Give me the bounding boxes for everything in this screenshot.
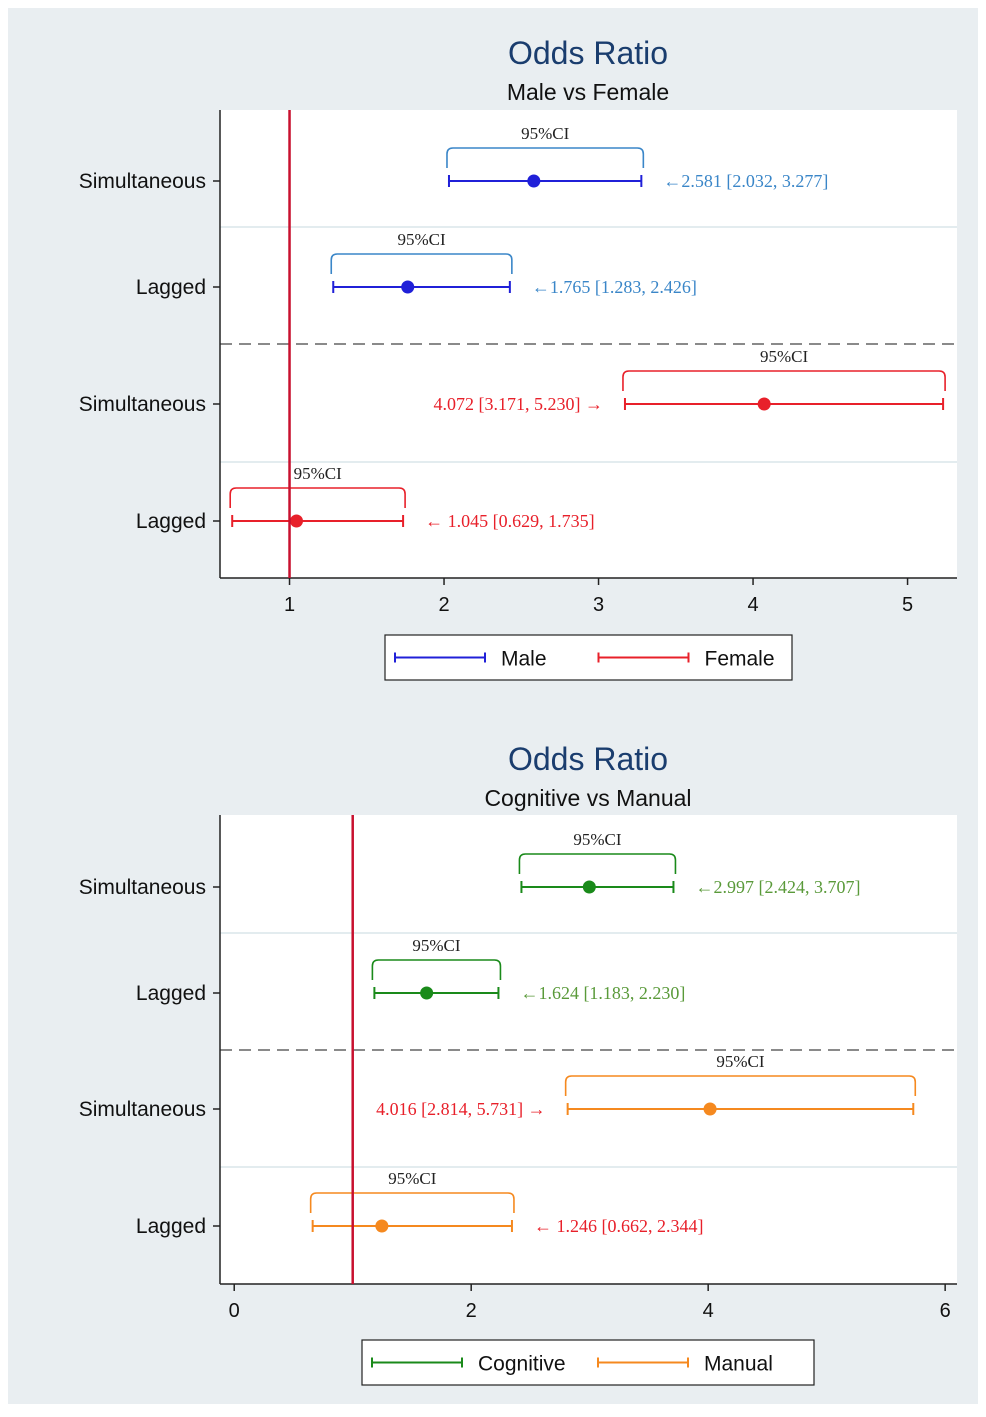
ci-bracket <box>330 253 513 274</box>
ci-row: 95%CI ← 1.246 [0.662, 2.344] <box>309 1169 704 1236</box>
x-tick-label: 4 <box>747 594 758 616</box>
ci-bracket <box>229 487 406 508</box>
ci-bracket <box>564 1075 917 1096</box>
legend: Cognitive Manual <box>361 1339 815 1386</box>
legend-label: Manual <box>704 1353 773 1376</box>
chart-subtitle: Cognitive vs Manual <box>484 785 691 811</box>
legend-label: Female <box>705 648 775 671</box>
chart-1: Odds Ratio Male vs Female Simultaneous Lagg… <box>79 35 957 681</box>
point-estimate-marker <box>401 280 415 294</box>
estimate-label: ← 1.246 [0.662, 2.344] <box>534 1216 704 1236</box>
ci-bracket-label: 95%CI <box>397 230 446 249</box>
x-tick-label: 0 <box>229 1300 240 1322</box>
y-tick-label: Lagged <box>136 510 206 533</box>
x-tick-label: 6 <box>940 1300 951 1322</box>
y-tick-label: Simultaneous <box>79 170 206 193</box>
ci-bracket <box>446 147 645 168</box>
point-estimate-marker <box>420 986 434 1000</box>
ci-row: 95%CI 4.072 [3.171, 5.230] → <box>433 347 946 414</box>
x-tick-label: 1 <box>284 594 295 616</box>
ci-bracket <box>518 853 677 874</box>
estimate-label: ←1.765 [1.283, 2.426] <box>532 277 697 297</box>
x-tick-label: 2 <box>438 594 449 616</box>
x-tick-label: 3 <box>593 594 604 616</box>
point-estimate-marker <box>757 397 771 411</box>
estimate-label: ←1.624 [1.183, 2.230] <box>520 983 685 1003</box>
ci-bracket-label: 95%CI <box>294 464 343 483</box>
legend-item: Cognitive <box>371 1353 566 1376</box>
ci-row: 95%CI ←1.624 [1.183, 2.230] <box>371 936 685 1003</box>
estimate-label: ←2.997 [2.424, 3.707] <box>695 877 860 897</box>
x-tick-label: 5 <box>902 594 913 616</box>
ci-bracket <box>622 370 946 391</box>
chart-subtitle: Male vs Female <box>507 79 669 105</box>
estimate-label: ←2.581 [2.032, 3.277] <box>663 171 828 191</box>
legend-item: Manual <box>597 1353 773 1376</box>
estimate-label: 4.072 [3.171, 5.230] → <box>433 394 603 414</box>
ci-bracket-label: 95%CI <box>521 124 570 143</box>
chart-title: Odds Ratio <box>508 35 668 71</box>
point-estimate-marker <box>527 174 541 188</box>
ci-bracket-label: 95%CI <box>716 1052 765 1071</box>
legend-label: Cognitive <box>478 1353 566 1376</box>
ci-bracket <box>309 1192 515 1213</box>
chart-title: Odds Ratio <box>508 741 668 777</box>
ci-bracket-label: 95%CI <box>760 347 809 366</box>
ci-row: 95%CI 4.016 [2.814, 5.731] → <box>376 1052 917 1119</box>
legend-label: Male <box>501 648 547 671</box>
estimate-label: 4.016 [2.814, 5.731] → <box>376 1099 546 1119</box>
x-tick-label: 4 <box>703 1300 714 1322</box>
chart-2: Odds Ratio Cognitive vs Manual Simultaneou… <box>79 741 957 1386</box>
ci-row: 95%CI ← 1.045 [0.629, 1.735] <box>229 464 595 531</box>
y-tick-label: Lagged <box>136 276 206 299</box>
point-estimate-marker <box>289 514 303 528</box>
legend: Male Female <box>384 634 793 681</box>
ci-bracket-label: 95%CI <box>573 830 622 849</box>
y-tick-label: Lagged <box>136 982 206 1005</box>
point-estimate-marker <box>582 880 596 894</box>
ci-bracket-label: 95%CI <box>388 1169 437 1188</box>
ci-bracket <box>371 959 502 980</box>
y-tick-label: Simultaneous <box>79 393 206 416</box>
point-estimate-marker <box>375 1219 389 1233</box>
point-estimate-marker <box>703 1102 717 1116</box>
legend-item: Female <box>597 648 775 671</box>
y-tick-label: Simultaneous <box>79 1098 206 1121</box>
ci-row: 95%CI ←1.765 [1.283, 2.426] <box>330 230 697 297</box>
legend-box <box>361 1339 815 1386</box>
legend-item: Male <box>394 648 547 671</box>
y-tick-label: Simultaneous <box>79 876 206 899</box>
y-tick-label: Lagged <box>136 1215 206 1238</box>
ci-row: 95%CI ←2.997 [2.424, 3.707] <box>518 830 860 897</box>
x-tick-label: 2 <box>466 1300 477 1322</box>
ci-bracket-label: 95%CI <box>412 936 461 955</box>
ci-row: 95%CI ←2.581 [2.032, 3.277] <box>446 124 828 191</box>
estimate-label: ← 1.045 [0.629, 1.735] <box>425 511 595 531</box>
